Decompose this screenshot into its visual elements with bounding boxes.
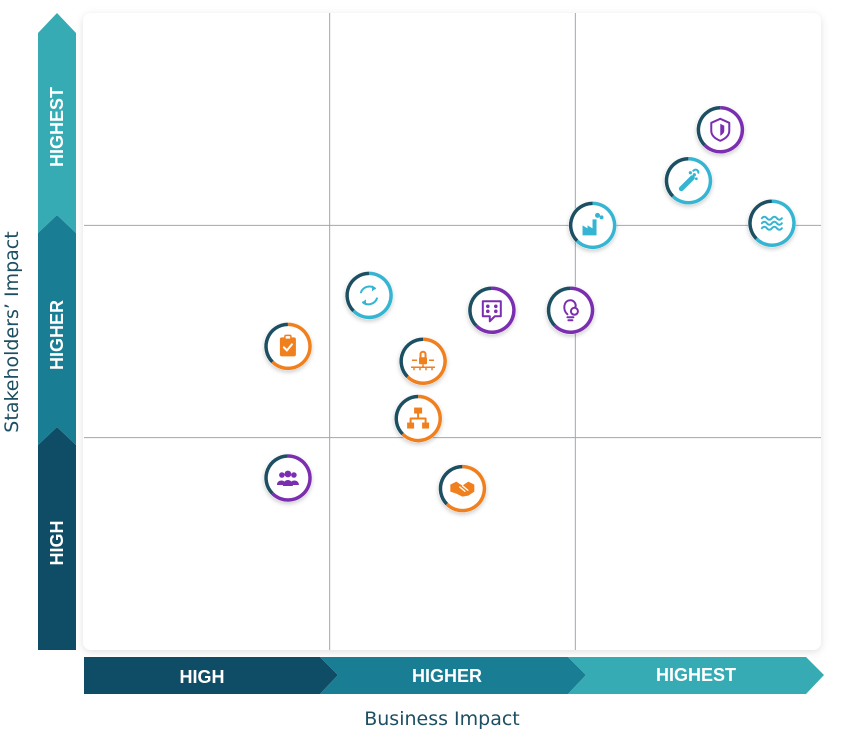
idea-gear-icon <box>563 299 579 322</box>
y-band-label-high: HIGH <box>47 521 67 566</box>
data-point-waves[interactable] <box>747 199 796 248</box>
x-band-label-high: HIGH <box>180 667 225 687</box>
footprint-icon <box>678 168 700 192</box>
data-point-ring-dark <box>438 464 463 506</box>
data-point-footprint[interactable] <box>664 156 713 205</box>
x-band-high <box>84 657 338 694</box>
y-band-axis: HIGH HIGHER HIGHEST <box>38 13 76 650</box>
data-point-badge <box>344 271 393 320</box>
data-point-ring-accent <box>475 286 516 334</box>
data-point-clipboard-check[interactable] <box>263 322 312 371</box>
data-point-ring-accent <box>553 286 595 334</box>
data-point-ring-accent <box>755 199 796 247</box>
x-band-label-highest: HIGHEST <box>656 665 736 685</box>
data-point-ring-accent <box>445 464 487 513</box>
data-point-ring-dark <box>399 337 424 378</box>
x-band-higher <box>320 657 586 694</box>
x-band-axis: HIGH HIGHER HIGHEST <box>84 657 824 694</box>
data-point-shield[interactable] <box>696 105 745 154</box>
data-point-ring-dark <box>696 106 721 147</box>
data-point-ring-accent <box>575 201 617 250</box>
data-point-idea-gear[interactable] <box>546 286 595 335</box>
data-point-recycle[interactable] <box>344 271 393 320</box>
plot-area <box>83 13 821 650</box>
chat-icon <box>481 300 502 323</box>
data-point-factory[interactable] <box>568 201 617 250</box>
data-point-badge <box>263 454 312 503</box>
y-band-higher <box>38 215 76 445</box>
data-point-ring-dark <box>264 454 289 495</box>
data-point-ring-dark <box>264 322 289 364</box>
org-chart-icon <box>407 407 430 429</box>
data-point-ring-dark <box>394 394 419 436</box>
x-axis-title: Business Impact <box>364 708 520 730</box>
data-point-chat[interactable] <box>467 286 516 335</box>
data-point-network-lock[interactable] <box>399 337 448 386</box>
data-point-ring-accent <box>271 454 312 502</box>
data-point-ring-accent <box>406 337 447 385</box>
data-point-ring-dark <box>664 156 689 198</box>
factory-icon <box>582 212 604 236</box>
y-band-label-higher: HIGHER <box>47 300 67 370</box>
data-point-team[interactable] <box>263 454 312 503</box>
y-axis-title: Stakeholders’ Impact <box>1 231 23 432</box>
recycle-icon <box>359 285 378 306</box>
network-lock-icon <box>411 350 436 371</box>
x-band-highest <box>568 657 824 694</box>
data-point-ring-dark <box>345 271 370 313</box>
data-point-ring-accent <box>271 322 312 371</box>
team-icon <box>276 470 299 487</box>
data-point-ring-dark <box>748 199 772 240</box>
data-point-ring-accent <box>703 106 745 154</box>
y-band-high <box>38 427 76 650</box>
handshake-icon <box>450 481 475 497</box>
data-point-ring-dark <box>546 286 571 327</box>
data-point-handshake[interactable] <box>438 464 487 513</box>
x-band-label-higher: HIGHER <box>412 666 482 686</box>
data-point-ring-accent <box>401 394 442 443</box>
data-point-ring-dark <box>468 286 492 327</box>
data-point-ring-accent <box>352 271 393 320</box>
waves-icon <box>760 215 783 231</box>
data-point-badge <box>467 286 516 335</box>
data-point-ring-accent <box>671 156 713 205</box>
data-point-ring-dark <box>568 201 593 243</box>
y-band-label-highest: HIGHEST <box>47 87 67 167</box>
data-point-org-chart[interactable] <box>394 394 443 443</box>
clipboard-check-icon <box>279 334 296 357</box>
data-points <box>263 105 796 513</box>
y-band-highest <box>38 13 76 233</box>
shield-icon <box>710 117 731 142</box>
